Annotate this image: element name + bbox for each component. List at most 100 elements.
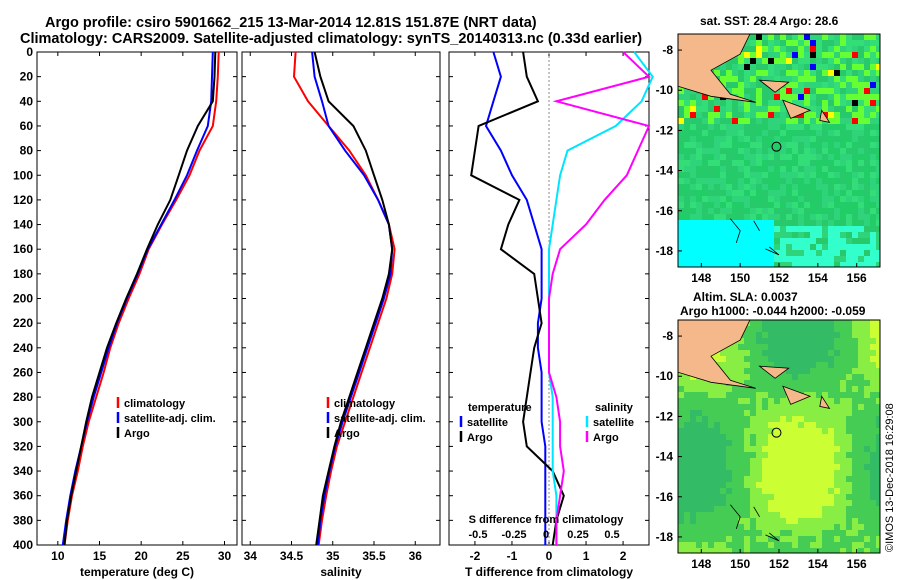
map-cell — [870, 130, 876, 136]
map-cell — [804, 476, 810, 482]
map-cell — [834, 70, 840, 76]
map-cell — [756, 136, 762, 142]
map-cell — [804, 166, 810, 172]
map-cell — [690, 410, 696, 416]
map-cell — [690, 530, 696, 536]
map-cell — [870, 374, 876, 380]
map-cell — [708, 94, 714, 100]
map-cell — [684, 232, 690, 238]
map-cell — [738, 148, 744, 154]
map-cell — [684, 238, 690, 244]
map-cell — [720, 500, 726, 506]
map-cell — [702, 184, 708, 190]
map-cell — [774, 530, 780, 536]
map-cell — [738, 404, 744, 410]
map-cell — [726, 160, 732, 166]
map-cell — [810, 518, 816, 524]
map-cell — [684, 524, 690, 530]
map-cell — [756, 398, 762, 404]
map-cell — [732, 118, 738, 124]
map-x-tick-label: 156 — [847, 557, 867, 571]
map-cell — [810, 350, 816, 356]
map-cell — [870, 446, 876, 452]
map-cell — [876, 184, 880, 190]
map-cell — [870, 428, 876, 434]
map-cell — [870, 136, 876, 142]
map-cell — [852, 380, 858, 386]
map-cell — [756, 368, 762, 374]
map-cell — [858, 88, 864, 94]
map-cell — [726, 524, 732, 530]
map-cell — [846, 446, 852, 452]
map-cell — [816, 416, 822, 422]
map-cell — [702, 172, 708, 178]
map-cell — [870, 64, 876, 70]
map-cell — [876, 344, 880, 350]
map-cell — [696, 238, 702, 244]
map-cell — [822, 130, 828, 136]
map-cell — [870, 500, 876, 506]
map-cell — [780, 190, 786, 196]
map-cell — [792, 344, 798, 350]
map-cell — [696, 202, 702, 208]
map-cell — [762, 446, 768, 452]
map-cell — [792, 52, 798, 58]
map-cell — [852, 410, 858, 416]
map-cell — [804, 500, 810, 506]
map-cell — [798, 350, 804, 356]
map-cell — [810, 452, 816, 458]
map-cell — [804, 142, 810, 148]
map-cell — [780, 76, 786, 82]
map-cell — [780, 386, 786, 392]
map-cell — [792, 136, 798, 142]
land-polygon — [782, 99, 812, 119]
map-cell — [744, 208, 750, 214]
map-cell — [870, 52, 876, 58]
map-cell — [774, 428, 780, 434]
map-cell — [870, 458, 876, 464]
map-cell — [696, 130, 702, 136]
map-cell — [720, 172, 726, 178]
map-cell — [822, 58, 828, 64]
map-cell — [756, 326, 762, 332]
map-cell — [768, 326, 774, 332]
map-cell — [852, 58, 858, 64]
map-cell — [702, 160, 708, 166]
map-cell — [834, 464, 840, 470]
map-cell — [708, 118, 714, 124]
map-cell — [810, 106, 816, 112]
map-cell — [876, 386, 880, 392]
map-cell — [756, 350, 762, 356]
map-cell — [726, 374, 732, 380]
map-cell — [744, 172, 750, 178]
map-cell — [708, 232, 714, 238]
map-cell — [792, 34, 798, 40]
map-cell — [678, 470, 684, 476]
map-cell — [732, 100, 738, 106]
map-cell — [678, 374, 684, 380]
map-cell — [822, 326, 828, 332]
map-cell — [834, 368, 840, 374]
map-cell — [852, 226, 858, 232]
map-cell — [816, 470, 822, 476]
map-cell — [702, 226, 708, 232]
map-cell — [810, 428, 816, 434]
map-cell — [750, 196, 756, 202]
map-cell — [720, 458, 726, 464]
map-cell — [828, 458, 834, 464]
map-cell — [870, 160, 876, 166]
map-cell — [708, 124, 714, 130]
map-cell — [780, 160, 786, 166]
map-cell — [732, 410, 738, 416]
map-cell — [744, 548, 750, 553]
map-cell — [786, 142, 792, 148]
map-cell — [744, 70, 750, 76]
map-cell — [852, 250, 858, 256]
map-cell — [702, 512, 708, 518]
map-cell — [792, 428, 798, 434]
map-cell — [780, 356, 786, 362]
map-cell — [858, 410, 864, 416]
map-cell — [750, 446, 756, 452]
map-cell — [696, 172, 702, 178]
map-cell — [786, 506, 792, 512]
